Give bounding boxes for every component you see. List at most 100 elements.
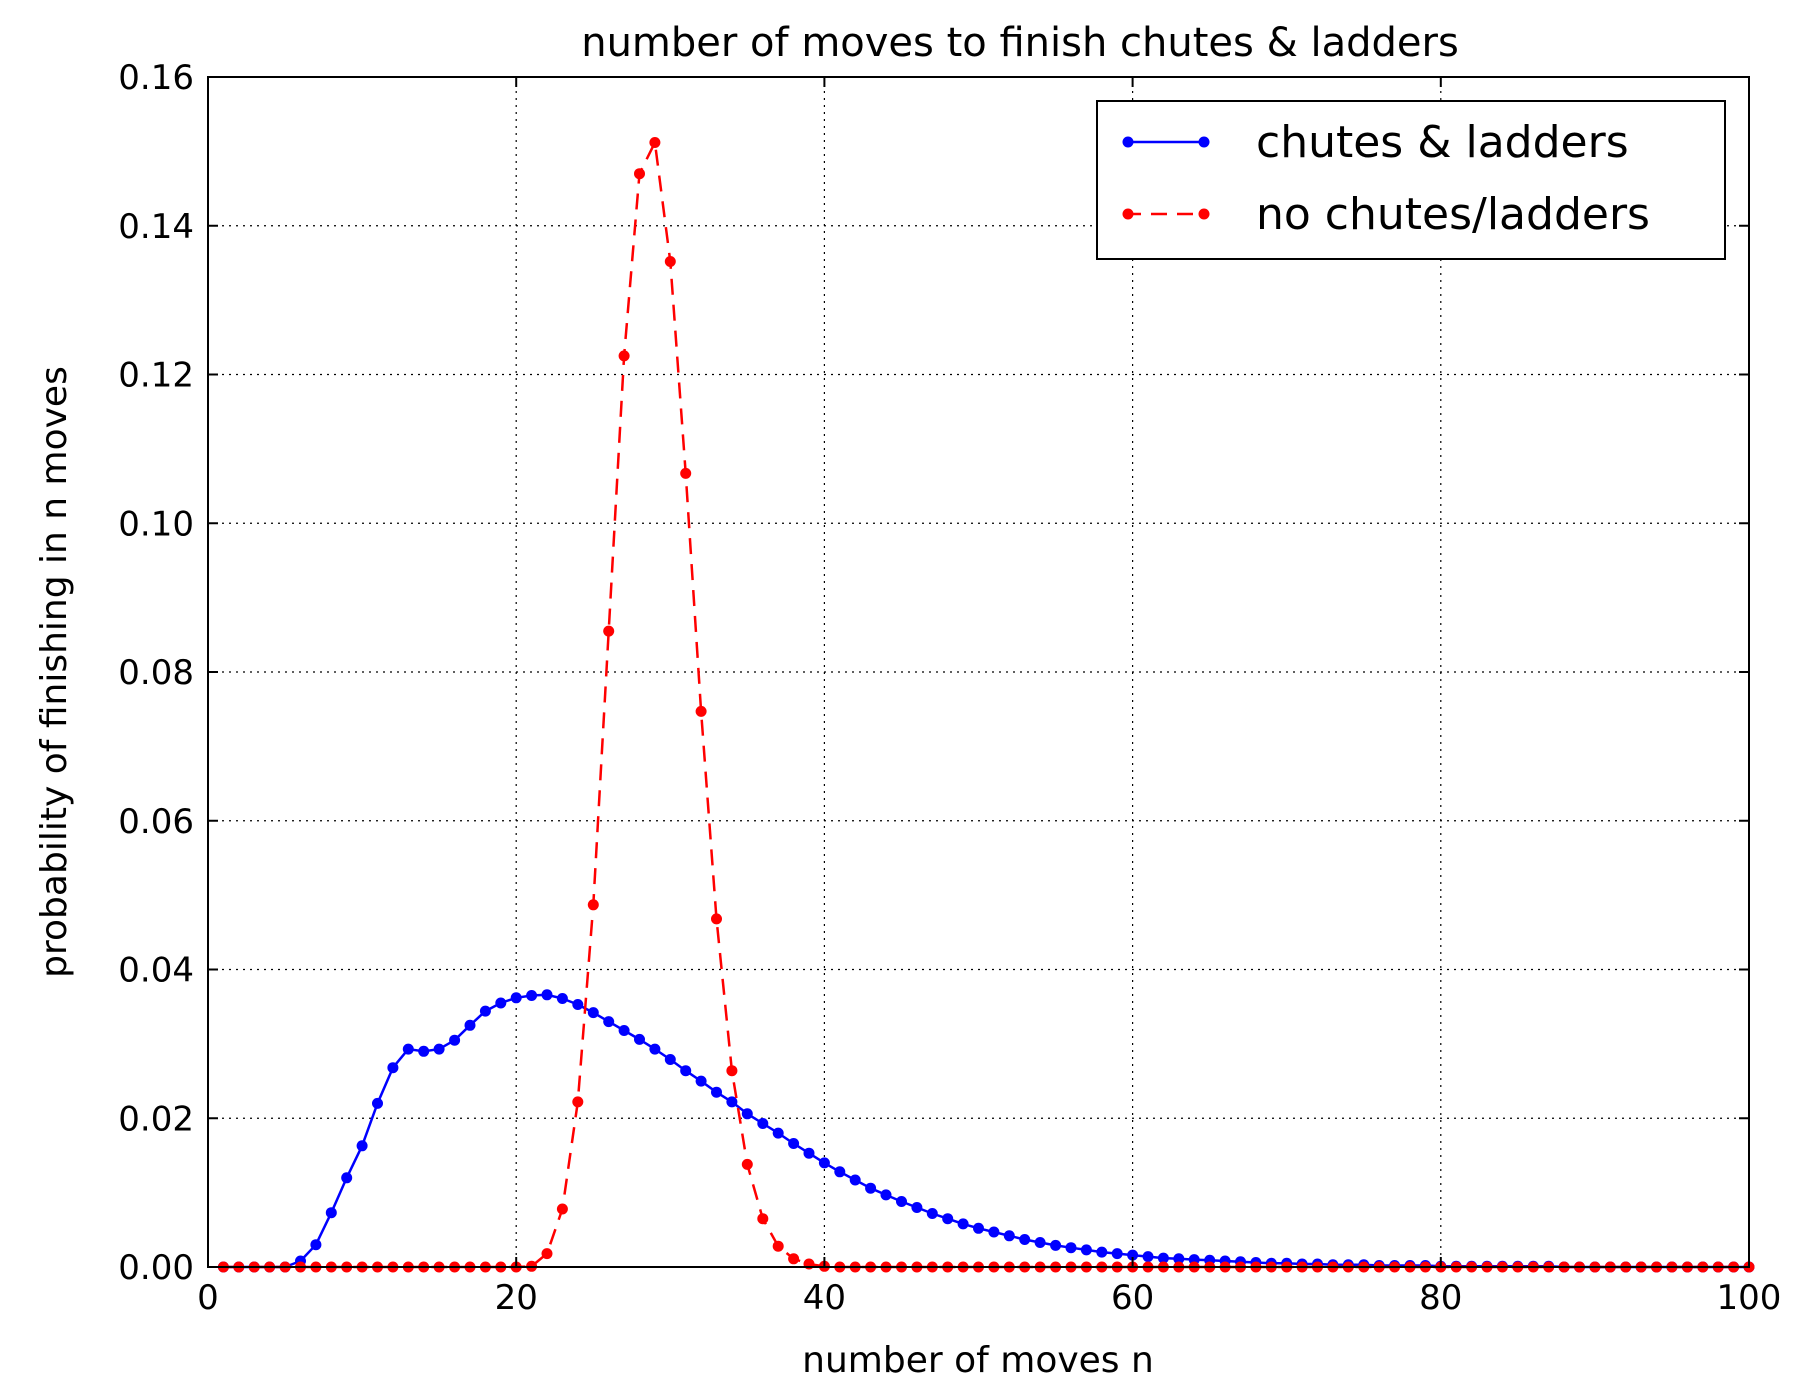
data-point	[803, 1147, 815, 1159]
data-point	[772, 1240, 784, 1252]
legend-label: chutes & ladders	[1256, 117, 1629, 168]
data-point	[634, 168, 645, 180]
data-point	[1111, 1248, 1123, 1260]
legend: chutes & ladders no chutes/ladders	[1096, 100, 1726, 260]
data-point	[587, 1007, 599, 1019]
data-point	[356, 1140, 368, 1152]
y-tick-label: 0.10	[118, 504, 194, 544]
data-point	[325, 1207, 337, 1219]
data-point	[788, 1253, 800, 1265]
data-point	[973, 1222, 984, 1234]
y-tick-label: 0.04	[118, 951, 194, 991]
data-point	[1173, 1253, 1185, 1265]
data-point	[618, 350, 630, 362]
data-point	[541, 989, 553, 1001]
x-tick-label: 100	[1717, 1278, 1782, 1318]
data-point	[587, 899, 599, 911]
data-point	[695, 705, 707, 717]
data-point	[433, 1043, 445, 1055]
y-tick-label: 0.00	[118, 1248, 194, 1288]
data-point	[880, 1189, 892, 1201]
y-tick-label: 0.14	[118, 207, 194, 247]
y-tick-label: 0.16	[118, 58, 194, 98]
data-point	[680, 1065, 692, 1077]
data-point	[387, 1062, 399, 1074]
data-point	[834, 1166, 846, 1178]
data-point	[911, 1202, 923, 1213]
x-tick-label: 0	[197, 1278, 219, 1318]
y-tick-label: 0.12	[118, 356, 194, 396]
x-axis-label: number of moves n	[802, 1340, 1154, 1381]
data-point	[818, 1157, 830, 1169]
data-point	[1096, 1246, 1108, 1258]
data-point	[757, 1118, 769, 1129]
y-tick-label: 0.06	[118, 802, 194, 842]
data-point	[603, 1016, 615, 1028]
data-point	[634, 1033, 645, 1045]
data-point	[772, 1127, 784, 1139]
data-point	[896, 1196, 907, 1207]
legend-marker	[1198, 208, 1210, 220]
data-point	[1050, 1239, 1062, 1251]
y-tick-label: 0.08	[118, 653, 194, 693]
data-point	[741, 1158, 753, 1170]
data-point	[541, 1248, 553, 1260]
data-point	[341, 1172, 353, 1184]
data-point	[464, 1019, 476, 1031]
data-point	[572, 1096, 584, 1108]
x-tick-label: 80	[1419, 1278, 1462, 1318]
data-point	[495, 997, 507, 1009]
data-point	[757, 1213, 769, 1225]
x-tick-label: 20	[495, 1278, 538, 1318]
data-point	[711, 913, 722, 925]
data-point	[556, 1203, 568, 1215]
data-point	[572, 999, 584, 1010]
data-point	[664, 256, 676, 267]
data-point	[649, 137, 661, 148]
x-tick-label: 40	[803, 1278, 846, 1318]
data-point	[510, 992, 522, 1004]
legend-entry: chutes & ladders	[1122, 117, 1629, 168]
data-point	[711, 1086, 722, 1098]
data-point	[526, 990, 538, 1001]
data-point	[741, 1108, 753, 1120]
data-point	[865, 1182, 877, 1194]
data-point	[479, 1005, 491, 1017]
data-point	[926, 1208, 938, 1219]
data-point	[449, 1034, 461, 1046]
x-tick-label: 60	[1111, 1278, 1154, 1318]
data-point	[942, 1213, 954, 1225]
data-point	[1019, 1234, 1031, 1245]
y-tick-label: 0.02	[118, 1099, 194, 1139]
data-point	[695, 1075, 707, 1087]
data-point	[402, 1043, 414, 1055]
data-point	[603, 625, 615, 637]
data-point	[1142, 1251, 1154, 1263]
legend-marker	[1198, 136, 1210, 148]
data-point	[618, 1025, 630, 1036]
data-point	[1065, 1242, 1077, 1254]
data-point	[680, 467, 692, 479]
data-point	[418, 1045, 430, 1057]
y-axis-label: probability of finishing in n moves	[34, 366, 75, 978]
data-point	[788, 1138, 800, 1149]
data-point	[988, 1226, 1000, 1238]
axis-ticks: 0 20 40 60 80 100 0.00 0.02 0.04 0.06 0.08 0.10 0.12…	[118, 58, 1781, 1318]
data-point	[1003, 1230, 1015, 1242]
data-point	[372, 1097, 383, 1109]
legend-entry: no chutes/ladders	[1122, 189, 1650, 240]
data-point	[1157, 1252, 1169, 1264]
legend-box	[1096, 100, 1726, 260]
data-point	[664, 1054, 676, 1065]
data-point	[726, 1065, 738, 1077]
legend-marker	[1122, 208, 1134, 220]
legend-label: no chutes/ladders	[1256, 189, 1650, 240]
data-point	[726, 1096, 738, 1108]
data-point	[556, 993, 568, 1004]
chart-title: number of moves to finish chutes & ladde…	[581, 20, 1459, 66]
legend-marker	[1122, 136, 1134, 148]
data-point	[649, 1043, 661, 1055]
data-point	[957, 1218, 969, 1230]
data-point	[310, 1239, 322, 1251]
